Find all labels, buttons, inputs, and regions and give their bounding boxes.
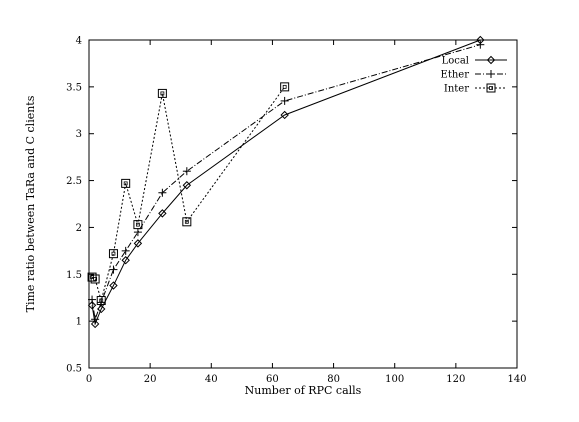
- y-tick-label: 1.5: [66, 270, 82, 281]
- x-tick-label: 60: [266, 374, 279, 385]
- x-tick: 120: [446, 40, 465, 385]
- legend-marker: [486, 55, 496, 65]
- series-line-ether: [91, 44, 481, 320]
- legend-label: Inter: [444, 84, 469, 95]
- x-tick-label: 100: [385, 374, 404, 385]
- y-tick: 2: [76, 223, 517, 234]
- y-axis-ticks: 0.5 1 1.5 2 2.5 3 3.5 4: [66, 36, 517, 375]
- x-axis-ticks: 0 20 40 60 80 100 120 140: [86, 40, 527, 385]
- data-point-local: [133, 239, 143, 248]
- data-point-inter: [96, 296, 106, 306]
- x-tick-label: 40: [205, 374, 218, 385]
- series-local: [87, 35, 485, 329]
- legend-marker: [486, 83, 496, 93]
- plot-frame: [88, 39, 518, 369]
- x-tick-label: 80: [327, 374, 340, 385]
- y-tick: 1.5: [66, 270, 517, 281]
- y-tick-label: 3: [76, 129, 82, 140]
- data-point-inter: [133, 220, 143, 230]
- data-point-local: [90, 319, 100, 329]
- data-point-ether: [158, 188, 167, 197]
- x-tick-label: 120: [446, 374, 465, 385]
- x-tick: 140: [507, 40, 527, 385]
- y-tick: 3: [76, 129, 517, 140]
- y-tick: 3.5: [66, 82, 517, 93]
- x-tick: 80: [327, 40, 340, 385]
- data-point-local: [109, 281, 118, 290]
- data-point-local: [182, 181, 192, 190]
- y-tick-label: 4: [76, 36, 82, 47]
- series-inter: [87, 82, 290, 306]
- x-axis-label: Number of RPC calls: [245, 384, 362, 397]
- data-point-local: [280, 110, 289, 120]
- y-tick-label: 2.5: [66, 176, 82, 187]
- y-tick: 2.5: [66, 176, 517, 187]
- series-line-inter: [91, 86, 286, 303]
- legend-item-inter: Inter: [444, 83, 507, 95]
- data-point-inter: [121, 178, 131, 188]
- data-point-inter: [90, 274, 100, 284]
- legend-item-ether: Ether: [441, 70, 507, 81]
- legend-marker: [487, 70, 495, 78]
- legend-label: Ether: [441, 70, 470, 81]
- x-tick-label: 0: [86, 374, 92, 385]
- legend-label: Local: [442, 56, 469, 67]
- data-point-ether: [476, 40, 485, 49]
- x-tick-label: 20: [144, 374, 157, 385]
- y-tick: 0.5: [66, 364, 517, 375]
- y-tick-label: 2: [76, 223, 82, 234]
- data-point-local: [87, 301, 97, 310]
- legend-item-local: Local: [442, 56, 507, 67]
- data-point-ether: [121, 246, 130, 255]
- x-tick: 60: [266, 40, 279, 385]
- data-point-ether: [91, 315, 100, 324]
- data-point-local: [158, 209, 167, 218]
- data-point-ether: [88, 295, 97, 304]
- x-tick: 40: [205, 40, 218, 385]
- y-tick-label: 3.5: [66, 82, 82, 93]
- data-point-inter: [108, 249, 118, 259]
- data-point-ether: [182, 167, 191, 176]
- y-tick: 1: [76, 317, 517, 328]
- data-point-inter: [157, 88, 167, 98]
- data-point-ether: [133, 228, 142, 237]
- data-point-local: [121, 256, 130, 265]
- data-point-inter: [280, 82, 290, 92]
- data-point-local: [97, 304, 106, 314]
- y-axis-label: Time ratio between TaRa and C clients: [24, 95, 37, 312]
- data-point-inter: [182, 217, 192, 227]
- series-line-local: [91, 39, 481, 326]
- series-ether: [88, 40, 485, 324]
- y-tick-label: 0.5: [66, 364, 82, 375]
- data-point-ether: [109, 265, 118, 274]
- x-tick: 100: [385, 40, 404, 385]
- x-tick-label: 140: [507, 374, 526, 385]
- y-tick: 4: [76, 36, 517, 47]
- x-tick: 20: [144, 40, 157, 385]
- legend: Local Ether Inter: [441, 56, 507, 95]
- x-tick: 0: [86, 40, 92, 385]
- y-tick-label: 1: [76, 317, 82, 328]
- data-point-ether: [280, 96, 289, 105]
- series-layer: [87, 35, 485, 329]
